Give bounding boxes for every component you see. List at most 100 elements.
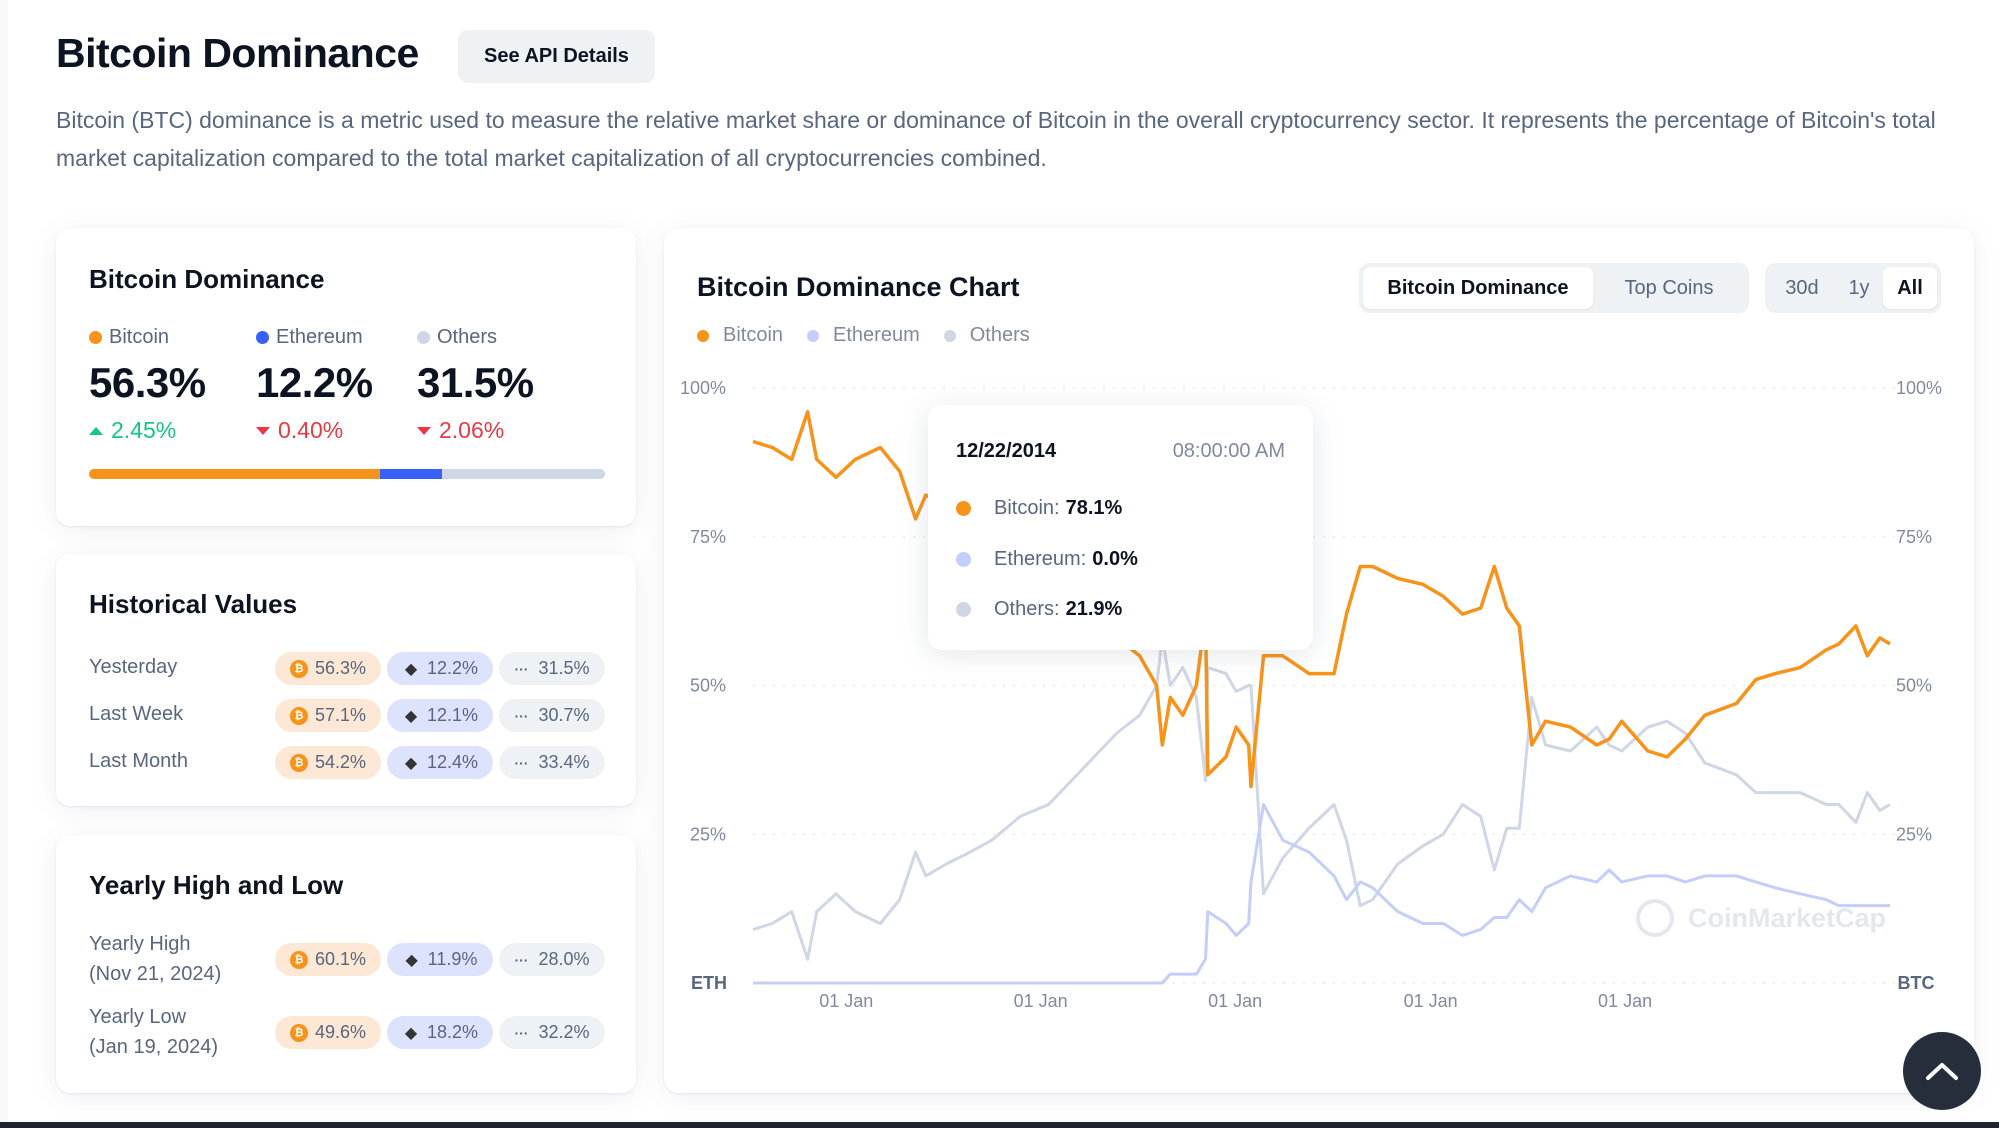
left-axis-label: ETH xyxy=(691,973,727,993)
dominance-change: 2.45% xyxy=(111,417,177,443)
dominance-others: Others 31.5% 2.06% xyxy=(417,326,534,444)
series-line-others xyxy=(752,636,1891,961)
tooltip-label: Others: xyxy=(994,598,1060,620)
ethereum-icon: ◆ xyxy=(404,660,418,678)
pill-value: 30.7% xyxy=(538,705,590,725)
y-tick-label-right: 75% xyxy=(1896,527,1932,547)
dominance-change: 0.40% xyxy=(278,417,344,443)
bitcoin-icon: ₿ xyxy=(289,950,308,969)
ethereum-pill: ◆ 12.1% xyxy=(387,699,493,732)
row-label: Last Month xyxy=(89,750,188,772)
yearly-high-low-title: Yearly High and Low xyxy=(89,870,344,900)
legend-label: Bitcoin xyxy=(723,324,784,346)
pill-value: 60.1% xyxy=(314,949,367,969)
others-dot-icon xyxy=(417,331,430,344)
bitcoin-dot-icon xyxy=(697,329,709,342)
chart-tooltip: 12/22/2014 08:00:00 AM Bitcoin: 78.1% Et… xyxy=(928,405,1313,650)
time-range-tabs: 30d 1y All xyxy=(1765,263,1941,313)
ethereum-pill: ◆ 12.2% xyxy=(387,652,493,685)
pill-value: 33.4% xyxy=(538,752,590,772)
dominance-ethereum: Ethereum 12.2% 0.40% xyxy=(256,326,373,444)
dominance-bitcoin: Bitcoin 56.3% 2.45% xyxy=(89,326,206,444)
legend-item-ethereum[interactable]: Ethereum xyxy=(807,324,920,347)
tooltip-value: 78.1% xyxy=(1065,497,1123,519)
dominance-value: 31.5% xyxy=(417,359,534,406)
scroll-to-top-button[interactable] xyxy=(1903,1032,1981,1110)
others-pill: ··· 32.2% xyxy=(499,1016,605,1049)
bitcoin-icon: ₿ xyxy=(289,706,308,725)
tooltip-time: 08:00:00 AM xyxy=(1172,440,1285,462)
pill-value: 12.2% xyxy=(426,658,479,678)
see-api-details-button[interactable]: See API Details xyxy=(458,30,655,83)
dominance-line-chart[interactable]: 100% 100% 75% 75% 50% 50% 25% 25% 01 Jan 01 Jan 0… xyxy=(664,228,1974,1093)
others-pill: ··· 28.0% xyxy=(499,943,605,976)
x-tick-label: 01 Jan xyxy=(1598,991,1652,1011)
ethereum-dot-icon xyxy=(956,552,971,567)
chart-type-tabs: Bitcoin Dominance Top Coins xyxy=(1359,263,1749,313)
tab-top-coins[interactable]: Top Coins xyxy=(1593,267,1745,309)
legend-item-others[interactable]: Others xyxy=(943,324,1030,347)
coinmarketcap-watermark: CoinMarketCap xyxy=(1636,899,1886,937)
range-1y[interactable]: 1y xyxy=(1835,267,1883,309)
caret-down-icon xyxy=(417,426,431,435)
caret-down-icon xyxy=(256,426,270,435)
others-dot-icon xyxy=(943,329,956,342)
others-pill: ··· 31.5% xyxy=(499,652,605,685)
tooltip-row-ethereum: Ethereum: 0.0% xyxy=(956,548,1138,571)
row-label: Yearly High xyxy=(89,933,191,955)
dominance-value: 56.3% xyxy=(89,359,206,406)
y-tick-label-left: 25% xyxy=(690,824,726,844)
y-tick-label-right: 50% xyxy=(1896,676,1932,696)
y-tick-label-left: 50% xyxy=(690,676,726,696)
pill-value: 11.9% xyxy=(427,949,478,969)
bitcoin-dot-icon xyxy=(89,331,102,344)
tooltip-row-others: Others: 21.9% xyxy=(956,598,1122,621)
x-tick-label: 01 Jan xyxy=(1208,991,1262,1011)
others-dot-icon xyxy=(956,602,971,617)
share-bar-ethereum xyxy=(379,469,443,479)
dominance-card: Bitcoin Dominance Bitcoin 56.3% 2.45% Et… xyxy=(56,228,636,526)
tab-bitcoin-dominance[interactable]: Bitcoin Dominance xyxy=(1363,267,1593,309)
ellipsis-icon: ··· xyxy=(514,660,529,677)
range-30d[interactable]: 30d xyxy=(1769,267,1835,309)
ethereum-icon: ◆ xyxy=(404,1024,418,1042)
y-tick-label-right: 25% xyxy=(1896,824,1932,844)
pill-value: 12.1% xyxy=(426,705,479,725)
ellipsis-icon: ··· xyxy=(514,754,529,771)
bitcoin-pill: ₿ 49.6% xyxy=(275,1016,381,1049)
ellipsis-icon: ··· xyxy=(514,707,529,724)
pill-value: 28.0% xyxy=(538,949,590,969)
bitcoin-dot-icon xyxy=(956,501,971,516)
page-title: Bitcoin Dominance xyxy=(56,30,419,76)
pill-value: 32.2% xyxy=(538,1022,590,1042)
row-label: Last Week xyxy=(89,703,184,725)
dominance-label: Bitcoin xyxy=(109,326,170,348)
ethereum-pill: ◆ 11.9% xyxy=(387,943,493,976)
legend-label: Others xyxy=(969,324,1030,346)
tooltip-value: 0.0% xyxy=(1092,548,1138,570)
others-pill: ··· 30.7% xyxy=(499,699,605,732)
range-all[interactable]: All xyxy=(1883,267,1937,309)
historical-values-card: Historical Values Yesterday ₿ 56.3% ◆ 12.2… xyxy=(56,554,636,806)
pill-value: 56.3% xyxy=(314,658,367,678)
ellipsis-icon: ··· xyxy=(514,951,529,968)
bitcoin-icon: ₿ xyxy=(289,659,308,678)
dominance-card-title: Bitcoin Dominance xyxy=(89,264,325,294)
tooltip-row-bitcoin: Bitcoin: 78.1% xyxy=(956,497,1122,520)
page-description: Bitcoin (BTC) dominance is a metric used… xyxy=(56,107,1936,171)
ellipsis-icon: ··· xyxy=(514,1024,529,1041)
x-tick-label: 01 Jan xyxy=(1404,991,1458,1011)
bottom-edge xyxy=(0,1122,1999,1128)
pill-value: 54.2% xyxy=(314,752,367,772)
watermark-text: CoinMarketCap xyxy=(1688,902,1887,933)
dominance-label: Others xyxy=(437,326,498,348)
legend-label: Ethereum xyxy=(833,324,920,346)
ethereum-icon: ◆ xyxy=(404,707,418,725)
legend-item-bitcoin[interactable]: Bitcoin xyxy=(697,324,783,347)
ethereum-dot-icon xyxy=(807,329,820,342)
share-bar-others xyxy=(442,469,605,479)
historical-values-title: Historical Values xyxy=(89,589,298,619)
row-date: (Jan 19, 2024) xyxy=(89,1036,218,1058)
bitcoin-pill: ₿ 60.1% xyxy=(275,943,381,976)
x-tick-label: 01 Jan xyxy=(1014,991,1068,1011)
